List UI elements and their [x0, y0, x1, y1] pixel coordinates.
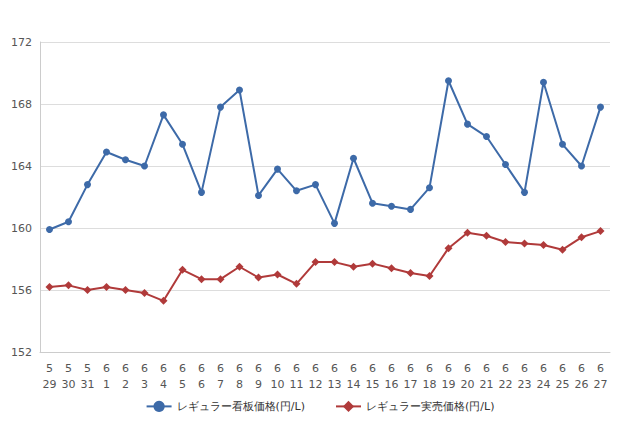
svg-text:9: 9 — [255, 378, 262, 391]
svg-text:6: 6 — [502, 362, 509, 375]
svg-text:レギュラー実売価格(円/L): レギュラー実売価格(円/L) — [366, 400, 494, 413]
svg-text:160: 160 — [11, 222, 32, 235]
svg-text:3: 3 — [141, 378, 148, 391]
svg-text:6: 6 — [483, 362, 490, 375]
svg-text:6: 6 — [445, 362, 452, 375]
svg-text:11: 11 — [290, 378, 304, 391]
svg-text:2: 2 — [122, 378, 129, 391]
svg-text:25: 25 — [556, 378, 570, 391]
svg-text:17: 17 — [404, 378, 418, 391]
svg-text:7: 7 — [217, 378, 224, 391]
svg-text:22: 22 — [499, 378, 513, 391]
svg-text:5: 5 — [84, 362, 91, 375]
svg-text:12: 12 — [309, 378, 323, 391]
svg-text:13: 13 — [328, 378, 342, 391]
svg-text:20: 20 — [461, 378, 475, 391]
svg-text:6: 6 — [426, 362, 433, 375]
svg-text:16: 16 — [385, 378, 399, 391]
svg-text:24: 24 — [537, 378, 551, 391]
svg-text:6: 6 — [141, 362, 148, 375]
svg-text:4: 4 — [160, 378, 167, 391]
svg-text:6: 6 — [578, 362, 585, 375]
svg-text:6: 6 — [236, 362, 243, 375]
svg-text:6: 6 — [160, 362, 167, 375]
svg-text:6: 6 — [274, 362, 281, 375]
svg-text:31: 31 — [81, 378, 95, 391]
svg-text:6: 6 — [350, 362, 357, 375]
svg-text:5: 5 — [46, 362, 53, 375]
svg-text:5: 5 — [65, 362, 72, 375]
svg-text:156: 156 — [11, 284, 32, 297]
svg-text:10: 10 — [271, 378, 285, 391]
svg-text:6: 6 — [521, 362, 528, 375]
svg-text:6: 6 — [369, 362, 376, 375]
svg-text:152: 152 — [11, 346, 32, 359]
svg-text:6: 6 — [122, 362, 129, 375]
svg-text:6: 6 — [312, 362, 319, 375]
svg-text:168: 168 — [11, 98, 32, 111]
svg-text:6: 6 — [198, 362, 205, 375]
svg-text:26: 26 — [575, 378, 589, 391]
svg-text:6: 6 — [331, 362, 338, 375]
svg-text:5: 5 — [179, 378, 186, 391]
svg-text:8: 8 — [236, 378, 243, 391]
svg-text:15: 15 — [366, 378, 380, 391]
svg-text:18: 18 — [423, 378, 437, 391]
svg-text:21: 21 — [480, 378, 494, 391]
svg-text:6: 6 — [293, 362, 300, 375]
svg-text:6: 6 — [540, 362, 547, 375]
svg-text:6: 6 — [388, 362, 395, 375]
svg-text:6: 6 — [407, 362, 414, 375]
svg-text:6: 6 — [217, 362, 224, 375]
svg-text:164: 164 — [11, 160, 32, 173]
svg-text:6: 6 — [464, 362, 471, 375]
svg-text:6: 6 — [255, 362, 262, 375]
svg-text:6: 6 — [103, 362, 110, 375]
svg-text:6: 6 — [597, 362, 604, 375]
svg-text:14: 14 — [347, 378, 361, 391]
svg-text:6: 6 — [198, 378, 205, 391]
svg-text:30: 30 — [62, 378, 76, 391]
svg-text:23: 23 — [518, 378, 532, 391]
svg-text:27: 27 — [594, 378, 608, 391]
svg-text:6: 6 — [559, 362, 566, 375]
svg-text:172: 172 — [11, 36, 32, 49]
svg-text:レギュラー看板価格(円/L): レギュラー看板価格(円/L) — [177, 400, 305, 413]
svg-text:19: 19 — [442, 378, 456, 391]
svg-text:29: 29 — [43, 378, 57, 391]
svg-text:6: 6 — [179, 362, 186, 375]
svg-text:1: 1 — [103, 378, 110, 391]
